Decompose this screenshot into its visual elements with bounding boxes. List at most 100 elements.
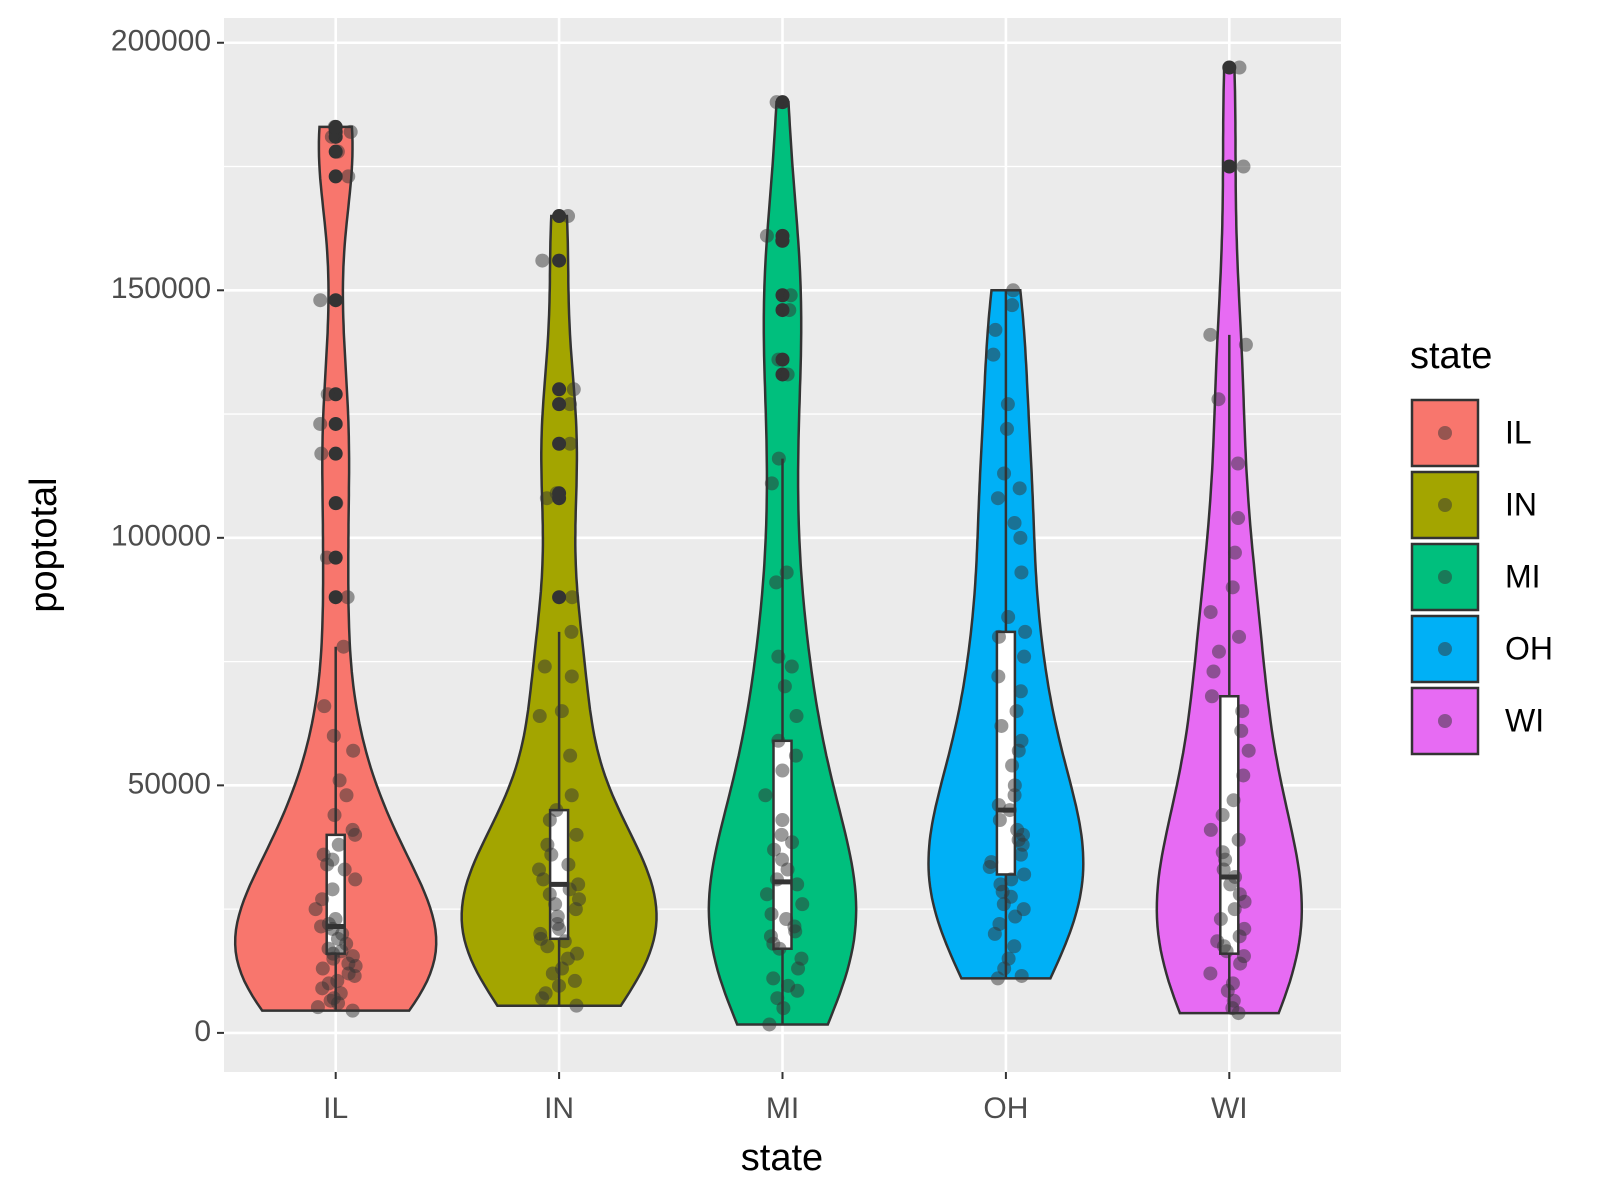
point xyxy=(327,119,342,134)
point xyxy=(538,986,553,1001)
point xyxy=(325,882,340,897)
point xyxy=(1225,580,1240,595)
y-tick-label: 0 xyxy=(194,1015,211,1048)
point xyxy=(566,382,581,397)
point xyxy=(1210,934,1225,949)
point xyxy=(991,669,1006,684)
point xyxy=(567,973,582,988)
point xyxy=(775,813,790,828)
point xyxy=(333,986,348,1001)
point xyxy=(1006,283,1021,298)
point xyxy=(537,659,552,674)
point xyxy=(561,209,576,224)
outlier xyxy=(1222,60,1237,75)
point xyxy=(562,397,577,412)
point xyxy=(540,837,555,852)
y-axis-title: poptotal xyxy=(23,477,65,612)
point xyxy=(1014,733,1029,748)
outlier xyxy=(552,590,567,605)
point xyxy=(769,95,784,110)
x-tick-label: OH xyxy=(983,1092,1028,1125)
point xyxy=(794,951,809,966)
point xyxy=(1203,327,1218,342)
point xyxy=(569,827,584,842)
point xyxy=(321,941,336,956)
point xyxy=(771,733,786,748)
y-tick-label: 50000 xyxy=(128,767,211,800)
point xyxy=(564,624,579,639)
point xyxy=(564,669,579,684)
point xyxy=(1211,392,1226,407)
point xyxy=(1009,704,1024,719)
point xyxy=(1013,530,1028,545)
point xyxy=(1018,624,1033,639)
point xyxy=(1017,649,1032,664)
point xyxy=(1227,545,1242,560)
point xyxy=(319,550,334,565)
point xyxy=(1237,921,1252,936)
legend-dot xyxy=(1438,426,1452,440)
point xyxy=(1206,664,1221,679)
point xyxy=(557,934,572,949)
x-tick-label: IL xyxy=(323,1092,348,1125)
point xyxy=(771,649,786,664)
legend-label: OH xyxy=(1505,630,1553,666)
point xyxy=(565,590,580,605)
point xyxy=(563,748,578,763)
point xyxy=(1226,793,1241,808)
violin xyxy=(233,125,438,1012)
point xyxy=(329,496,344,511)
point xyxy=(790,877,805,892)
point xyxy=(992,813,1007,828)
point xyxy=(1231,832,1246,847)
outlier xyxy=(552,436,567,451)
legend-label: WI xyxy=(1505,702,1544,738)
legend-dot xyxy=(1438,642,1452,656)
point xyxy=(763,929,778,944)
point xyxy=(784,659,799,674)
point xyxy=(532,862,547,877)
point xyxy=(783,288,798,303)
axes: 0 50000 100000 150000 200000 IL IN MI OH WI xyxy=(111,25,1248,1125)
point xyxy=(1213,912,1228,927)
point xyxy=(769,872,784,887)
outlier xyxy=(328,293,343,308)
point xyxy=(1014,968,1029,983)
point xyxy=(1238,337,1253,352)
point xyxy=(766,971,781,986)
point xyxy=(314,446,329,461)
point xyxy=(340,590,355,605)
point xyxy=(1236,159,1251,174)
outlier xyxy=(328,169,343,184)
point xyxy=(549,803,564,818)
x-tick-label: WI xyxy=(1211,1092,1248,1125)
x-axis-title: state xyxy=(741,1137,823,1179)
point xyxy=(769,575,784,590)
point xyxy=(341,169,356,184)
point xyxy=(990,491,1005,506)
point xyxy=(1005,758,1020,773)
point xyxy=(1228,869,1243,884)
point xyxy=(332,773,347,788)
point xyxy=(313,416,328,431)
point xyxy=(789,709,804,724)
point xyxy=(315,892,330,907)
point xyxy=(1232,60,1247,75)
point xyxy=(533,926,548,941)
point xyxy=(317,699,332,714)
point xyxy=(330,144,345,159)
point xyxy=(1203,822,1218,837)
point xyxy=(1203,605,1218,620)
point xyxy=(993,877,1008,892)
point xyxy=(327,808,342,823)
point xyxy=(345,822,360,837)
point xyxy=(320,387,335,402)
point xyxy=(775,852,790,867)
point xyxy=(774,827,789,842)
point xyxy=(310,1000,325,1015)
point xyxy=(1005,298,1020,313)
point xyxy=(1010,822,1025,837)
legend-key xyxy=(1410,686,1480,756)
point xyxy=(782,303,797,318)
outlier xyxy=(552,253,567,268)
